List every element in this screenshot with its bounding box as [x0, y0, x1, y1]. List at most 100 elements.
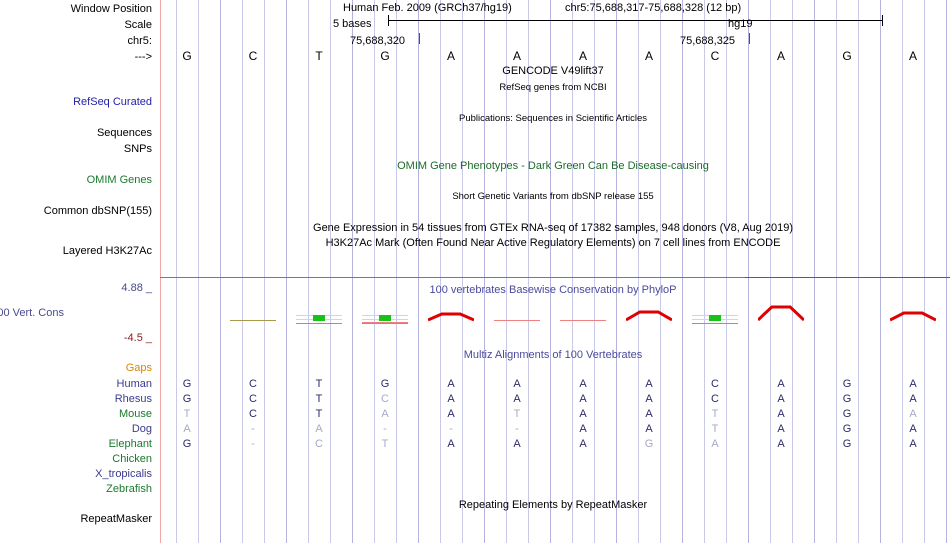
title-dbsnp: Short Genetic Variants from dbSNP releas… — [452, 191, 654, 202]
alignment-base: A — [315, 423, 323, 435]
label-layered-h3k27ac[interactable]: Layered H3K27Ac — [62, 245, 152, 257]
alignment-base: A — [183, 423, 191, 435]
alignment-base: A — [579, 438, 587, 450]
alignment-base: G — [644, 438, 654, 450]
reference-base: A — [908, 49, 918, 63]
alignment-base: A — [909, 378, 917, 390]
label-species-rhesus: Rhesus — [114, 393, 152, 405]
alignment-base: A — [447, 408, 455, 420]
reference-base: A — [446, 49, 456, 63]
reference-base: A — [644, 49, 654, 63]
alignment-base: A — [909, 438, 917, 450]
alignment-base: C — [381, 393, 389, 405]
gap-baseline — [362, 323, 408, 324]
label-column-divider — [160, 0, 161, 543]
alignment-base: G — [842, 378, 852, 390]
alignment-base: C — [249, 378, 257, 390]
label-species-zebrafish: Zebrafish — [106, 483, 152, 495]
reference-base: C — [710, 49, 720, 63]
label-gaps: Gaps — [125, 362, 152, 374]
label-common-dbsnp[interactable]: Common dbSNP(155) — [43, 205, 152, 217]
alignment-base: A — [777, 378, 785, 390]
alignment-base: G — [842, 438, 852, 450]
reference-base: G — [842, 49, 852, 63]
alignment-base: A — [777, 438, 785, 450]
gap-baseline — [296, 323, 342, 324]
alignment-base: A — [447, 438, 455, 450]
gap-block — [379, 315, 391, 321]
label-species-human: Human — [116, 378, 152, 390]
alignment-base: G — [182, 438, 192, 450]
alignment-base: G — [380, 378, 390, 390]
conservation-flat — [362, 322, 408, 323]
reference-base: G — [182, 49, 192, 63]
conservation-flat — [560, 320, 606, 321]
gap-block — [313, 315, 325, 321]
coordinate-tick-left — [419, 33, 420, 44]
label-snps[interactable]: SNPs — [123, 143, 152, 155]
label-chrom: chr5: — [127, 35, 152, 47]
track-data-area: Human Feb. 2009 (GRCh37/hg19) chr5:75,68… — [160, 0, 950, 543]
conservation-peak — [428, 312, 474, 322]
alignment-base: A — [909, 408, 917, 420]
alignment-base: G — [842, 423, 852, 435]
reference-base: A — [578, 49, 588, 63]
title-repeatmasker: Repeating Elements by RepeatMasker — [458, 499, 648, 511]
alignment-base: T — [381, 438, 389, 450]
alignment-base: T — [183, 408, 191, 420]
scale-bar-label: 5 bases — [333, 18, 372, 30]
alignment-base: A — [909, 423, 917, 435]
conservation-peak — [758, 305, 804, 322]
label-species-elephant: Elephant — [108, 438, 152, 450]
conservation-top-rule-green — [160, 277, 745, 278]
assembly-label: Human Feb. 2009 (GRCh37/hg19) — [343, 2, 512, 14]
alignment-base: - — [449, 423, 453, 435]
alignment-base: A — [645, 423, 653, 435]
alignment-base: A — [381, 408, 389, 420]
label-sequences[interactable]: Sequences — [96, 127, 152, 139]
alignment-base: T — [711, 423, 719, 435]
title-phylop: 100 vertebrates Basewise Conservation by… — [429, 284, 677, 296]
alignment-base: C — [711, 393, 719, 405]
alignment-base: A — [777, 393, 785, 405]
alignment-base: A — [777, 423, 785, 435]
alignment-base: C — [249, 408, 257, 420]
alignment-base: T — [315, 408, 323, 420]
reference-base: A — [512, 49, 522, 63]
alignment-base: T — [711, 408, 719, 420]
coordinate-tick-right — [749, 33, 750, 44]
alignment-base: A — [447, 378, 455, 390]
label-window-position: Window Position — [70, 3, 152, 15]
title-h3k27ac: H3K27Ac Mark (Often Found Near Active Re… — [325, 237, 781, 249]
conservation-peak — [626, 310, 672, 322]
title-gtex: Gene Expression in 54 tissues from GTEx … — [313, 222, 793, 234]
alignment-base: T — [315, 378, 323, 390]
alignment-base: C — [315, 438, 323, 450]
alignment-base: - — [251, 423, 255, 435]
gap-block — [709, 315, 721, 321]
alignment-base: A — [579, 378, 587, 390]
label-100-vert-cons[interactable]: 100 Vert. Cons — [0, 307, 64, 319]
alignment-base: A — [711, 438, 719, 450]
reference-base: C — [248, 49, 258, 63]
alignment-base: G — [842, 393, 852, 405]
label-refseq-curated[interactable]: RefSeq Curated — [73, 96, 152, 108]
scale-bar — [388, 20, 883, 21]
alignment-base: C — [711, 378, 719, 390]
label-species-chicken: Chicken — [112, 453, 152, 465]
alignment-base: A — [513, 438, 521, 450]
alignment-base: A — [645, 393, 653, 405]
label-strand-arrow: ---> — [134, 51, 152, 63]
label-omim-genes[interactable]: OMIM Genes — [86, 174, 152, 186]
reference-base: A — [776, 49, 786, 63]
conservation-top-rule-brown — [745, 277, 950, 278]
label-cons-max: 4.88 _ — [121, 282, 152, 294]
alignment-base: - — [515, 423, 519, 435]
label-cons-min: -4.5 _ — [123, 332, 152, 344]
alignment-base: A — [909, 393, 917, 405]
alignment-base: A — [513, 378, 521, 390]
coordinate-left: 75,688,320 — [350, 35, 406, 47]
title-refseq-ncbi: RefSeq genes from NCBI — [499, 82, 607, 93]
title-gencode: GENCODE V49lift37 — [502, 65, 604, 77]
label-repeatmasker[interactable]: RepeatMasker — [80, 513, 152, 525]
